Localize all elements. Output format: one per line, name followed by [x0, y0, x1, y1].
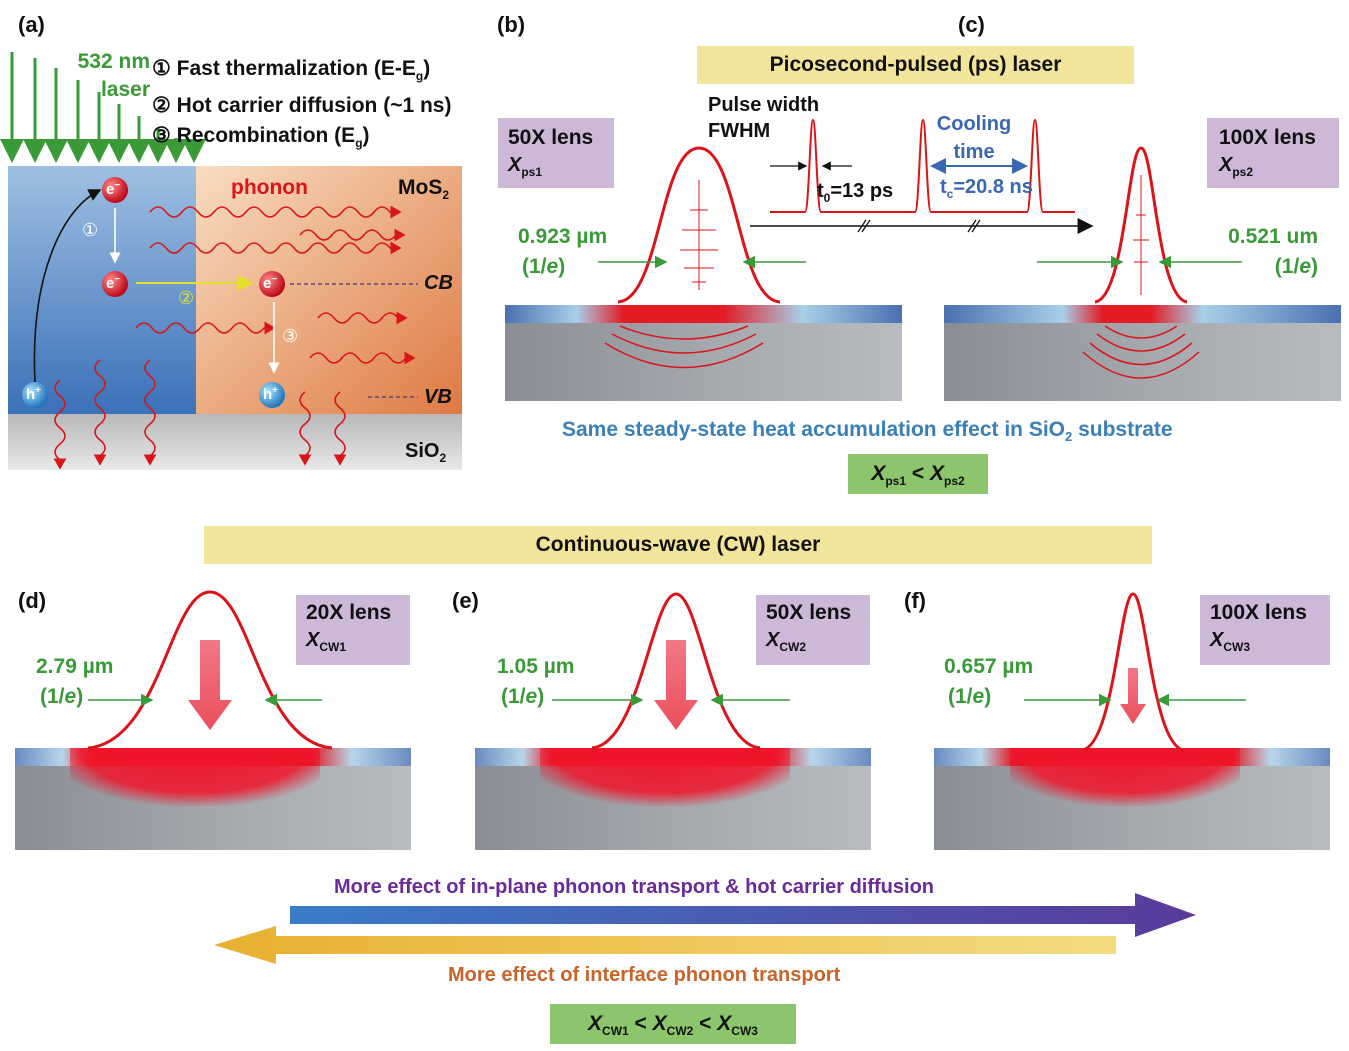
- gaussian-pulse: [591, 592, 761, 750]
- interface-arrow: [214, 926, 1116, 964]
- step-2: ② Hot carrier diffusion (~1 ns): [152, 94, 452, 118]
- lens-box-c: 100X lens Xps2: [1207, 118, 1339, 188]
- cb-label: CB: [424, 272, 453, 294]
- step-marker-3: ③: [282, 326, 299, 346]
- lens-box-d: 20X lens XCW1: [296, 595, 410, 665]
- panel-label-a: (a): [18, 12, 45, 37]
- spot-definition: (1/e): [1274, 255, 1318, 278]
- panel-e-diagram: [475, 592, 871, 850]
- electron-icon: [259, 271, 285, 297]
- spot-definition: (1/e): [522, 255, 566, 278]
- lens-variable: XCW3: [1210, 629, 1251, 654]
- spot-size-e: 1.05 µm (1/e): [497, 652, 574, 712]
- panel-b-diagram: [505, 146, 902, 401]
- electron-label: e−: [263, 274, 278, 292]
- tc-label: tc=20.8 ns: [940, 176, 1033, 201]
- cw-laser-banner: Continuous-wave (CW) laser: [204, 526, 1152, 564]
- spot-width: 2.79 µm: [36, 655, 114, 678]
- lens-label: 50X lens: [766, 601, 852, 624]
- electron-icon: [102, 271, 128, 297]
- spot-size-b: 0.923 µm (1/e): [518, 222, 607, 282]
- lens-variable: XCW2: [766, 629, 807, 654]
- step-marker-1: ①: [82, 220, 99, 240]
- spot-definition: (1/e): [501, 685, 545, 708]
- laser-label: 532 nm laser: [64, 48, 150, 104]
- lens-label: 50X lens: [508, 126, 594, 149]
- panel-label-d: (d): [18, 588, 47, 613]
- panel-label-f: (f): [904, 588, 926, 613]
- panel-d-diagram: [15, 590, 411, 850]
- step-marker-2: ②: [178, 288, 195, 308]
- panel-label-c: (c): [958, 12, 985, 37]
- excitation-arrow: [33, 189, 102, 383]
- spot-width: 0.923 µm: [518, 225, 608, 248]
- t0-label: t0=13 ps: [817, 180, 894, 205]
- spot-definition: (1/e): [948, 685, 992, 708]
- hole-icon: [22, 382, 48, 408]
- electron-label: e−: [106, 180, 121, 198]
- panel-label-b: (b): [497, 12, 526, 37]
- spot-width: 0.657 µm: [944, 655, 1034, 678]
- vb-label: VB: [424, 386, 452, 408]
- sio2-label: SiO2: [405, 440, 447, 465]
- interface-caption: More effect of interface phonon transpor…: [448, 964, 841, 986]
- lens-box-e: 50X lens XCW2: [756, 595, 870, 665]
- in-plane-caption: More effect of in-plane phonon transport…: [334, 876, 935, 898]
- hole-label: h+: [263, 385, 279, 403]
- panel-label-e: (e): [452, 588, 479, 613]
- cw-comparison-box: XCW1 < XCW2 < XCW3: [550, 1004, 796, 1044]
- laser-arrows: [0, 52, 206, 163]
- spot-width: 0.521 um: [1228, 225, 1318, 248]
- pulse-width-label: Pulse width FWHM: [708, 94, 820, 142]
- ps-laser-banner: Picosecond-pulsed (ps) laser: [697, 46, 1134, 84]
- electron-label: e−: [106, 274, 121, 292]
- panel-f-diagram: [934, 592, 1330, 850]
- process-steps: ① Fast thermalization (E-Eg) ② Hot carri…: [152, 54, 451, 158]
- spot-width: 1.05 µm: [497, 655, 575, 678]
- lens-variable: Xps2: [1219, 154, 1254, 179]
- lens-variable: Xps1: [508, 154, 543, 179]
- step-1: ① Fast thermalization (E-Eg): [152, 57, 431, 84]
- step-3: ③ Recombination (Eg): [152, 124, 370, 151]
- gaussian-pulse: [87, 590, 333, 750]
- panel-c-diagram: [944, 146, 1341, 401]
- laser-word: laser: [100, 78, 150, 101]
- panel-a-diagram: [0, 52, 462, 470]
- spot-size-c: 0.521 um (1/e): [1214, 222, 1318, 282]
- spot-definition: (1/e): [40, 685, 84, 708]
- lens-label: 20X lens: [306, 601, 392, 624]
- lens-label: 100X lens: [1219, 126, 1316, 149]
- lens-box-f: 100X lens XCW3: [1200, 595, 1330, 665]
- electron-icon: [102, 177, 128, 203]
- heat-accumulation-caption: Same steady-state heat accumulation effe…: [562, 418, 1173, 445]
- lens-variable: XCW1: [306, 629, 347, 654]
- hole-label: h+: [26, 385, 42, 403]
- mos2-label: MoS2: [398, 176, 450, 203]
- hole-icon: [259, 382, 285, 408]
- laser-wavelength: 532 nm: [77, 50, 150, 73]
- phonon-waves: [53, 205, 416, 470]
- spot-size-d: 2.79 µm (1/e): [36, 652, 113, 712]
- in-plane-arrow: [290, 893, 1196, 937]
- lens-label: 100X lens: [1210, 601, 1307, 624]
- gaussian-pulse: [1081, 592, 1185, 752]
- pulse-train: [750, 118, 1094, 234]
- phonon-label: phonon: [231, 176, 308, 199]
- ps-comparison-box: Xps1 < Xps2: [848, 454, 988, 494]
- spot-size-f: 0.657 µm (1/e): [944, 652, 1033, 712]
- cooling-time-label: Cooling time: [936, 113, 1012, 163]
- lens-box-b: 50X lens Xps1: [498, 118, 614, 188]
